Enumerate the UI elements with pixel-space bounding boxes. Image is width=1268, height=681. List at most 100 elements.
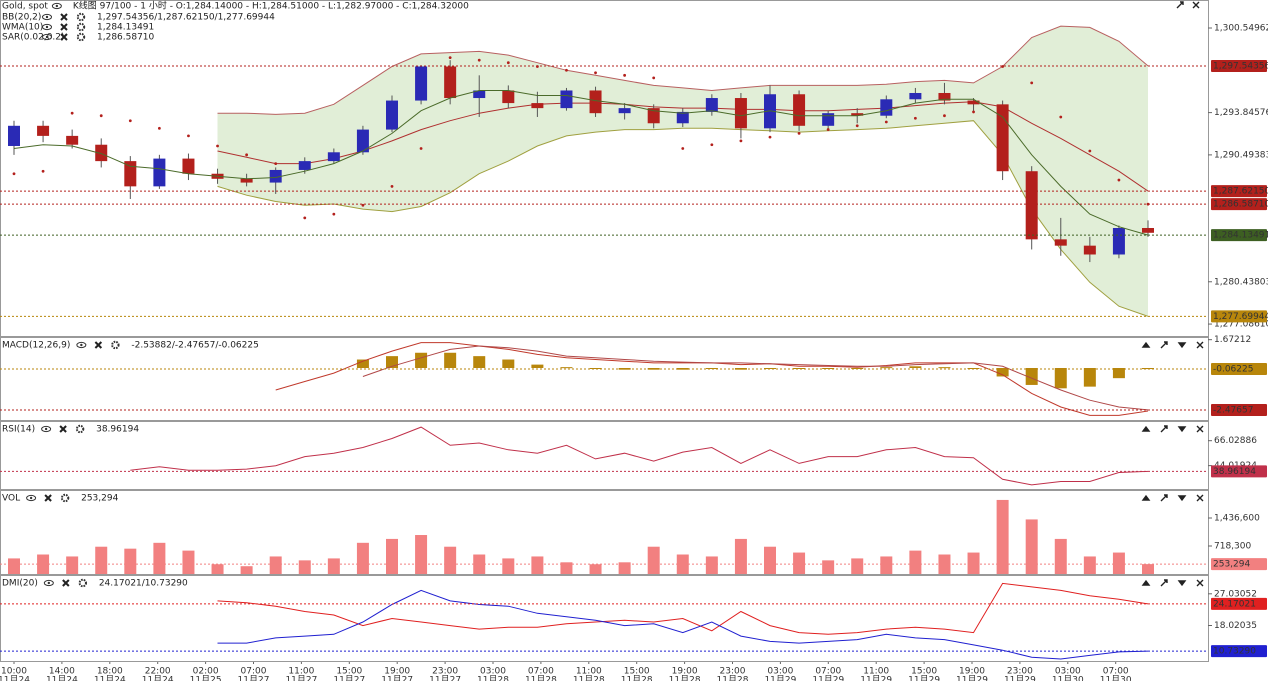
macd-histogram-bar — [415, 352, 428, 368]
window-button[interactable] — [1176, 1, 1184, 9]
volume-bar — [356, 542, 369, 574]
candle-body — [124, 161, 137, 187]
y-tick-label: 1,290.49383 — [1214, 150, 1268, 160]
macd-histogram-bar — [1025, 367, 1038, 385]
y-tick-label: 27.03052 — [1214, 589, 1257, 599]
price-tag-label: 253,294 — [1213, 560, 1250, 570]
price-tag — [1211, 59, 1267, 72]
remove-icon[interactable] — [44, 494, 52, 502]
volume-bar — [589, 564, 602, 574]
price-tag-label: 1,277.69944 — [1213, 312, 1268, 322]
panel-button[interactable] — [1160, 341, 1168, 349]
candle-body — [589, 90, 602, 114]
sar-dot — [70, 111, 74, 115]
panel-button[interactable] — [1196, 425, 1204, 433]
window-button[interactable] — [1192, 1, 1200, 9]
panel-button[interactable] — [1141, 341, 1151, 348]
volume-bar — [1112, 552, 1125, 574]
indicator-name: SAR(0.02,0.2) — [2, 33, 65, 43]
eye-pupil — [45, 35, 49, 39]
settings-icon[interactable] — [76, 32, 86, 42]
panel-button[interactable] — [1196, 494, 1204, 502]
candle-body — [764, 94, 776, 129]
eye-icon[interactable] — [26, 494, 37, 502]
candle-body — [298, 161, 311, 170]
x-date-label: 11月30 — [1100, 675, 1132, 681]
volume-bar — [531, 556, 544, 574]
volume-bar — [95, 546, 108, 574]
indicator-value: 38.96194 — [96, 425, 139, 435]
indicator-value: -2.53882/-2.47657/-0.06225 — [131, 341, 258, 351]
macd-histogram-bar — [473, 356, 486, 368]
remove-icon[interactable] — [60, 23, 68, 31]
panel-button[interactable] — [1177, 580, 1187, 587]
volume-bar — [618, 562, 631, 574]
x-date-label: 11月27 — [285, 675, 317, 681]
candle-body — [415, 66, 428, 101]
candle-body — [1112, 227, 1125, 255]
x-date-label: 11月25 — [190, 675, 222, 681]
panel-button[interactable] — [1177, 426, 1187, 433]
remove-icon[interactable] — [94, 341, 103, 349]
panel-button[interactable] — [1160, 425, 1168, 433]
eye-icon[interactable] — [76, 341, 87, 349]
settings-icon[interactable] — [75, 424, 85, 434]
panel-button[interactable] — [1160, 494, 1168, 502]
settings-icon[interactable] — [76, 12, 86, 22]
x-tick-label: 11:00 — [576, 667, 602, 677]
x-date-label: 11月28 — [477, 675, 509, 681]
settings-icon[interactable] — [76, 22, 86, 32]
remove-icon[interactable] — [60, 13, 68, 21]
settings-icon[interactable] — [78, 578, 88, 588]
volume-bar — [473, 554, 486, 574]
panel-button[interactable] — [1177, 342, 1187, 349]
sar-dot — [448, 56, 452, 60]
eye-icon[interactable] — [41, 425, 52, 433]
panel-button[interactable] — [1141, 494, 1151, 501]
sar-dot — [681, 147, 685, 150]
panel-frame — [0, 575, 1209, 662]
y-tick-label: 66.02886 — [1214, 436, 1257, 446]
x-tick-label: 11:00 — [863, 667, 889, 677]
panel-button[interactable] — [1196, 579, 1204, 587]
remove-icon[interactable] — [60, 33, 68, 41]
eye-icon[interactable] — [43, 579, 54, 587]
panel-button[interactable] — [1141, 579, 1151, 586]
settings-icon[interactable] — [60, 493, 70, 503]
panel-button[interactable] — [1160, 579, 1168, 587]
x-tick-label: 22:00 — [145, 667, 171, 677]
indicator-value: 1,286.58710 — [97, 33, 155, 43]
price-tag — [1211, 558, 1267, 571]
candle-body — [95, 144, 108, 162]
sar-dot — [157, 126, 161, 130]
panel-button[interactable] — [1196, 341, 1204, 349]
price-tag-label: -2.47657 — [1213, 405, 1253, 415]
remove-icon[interactable] — [62, 579, 70, 587]
candle-body — [531, 103, 544, 109]
x-date-label: 11月28 — [669, 675, 701, 681]
volume-bar — [124, 548, 137, 574]
x-date-label: 11月29 — [860, 675, 892, 681]
x-date-label: 11月29 — [908, 675, 940, 681]
eye-icon[interactable] — [42, 23, 52, 31]
settings-icon[interactable] — [111, 340, 120, 350]
x-tick-label: 15:00 — [336, 667, 362, 677]
eye-icon[interactable] — [42, 33, 52, 41]
price-tag-label: 1,297.54356 — [1213, 61, 1268, 71]
price-tag-label: 24.17021 — [1213, 599, 1256, 609]
sar-dot — [652, 76, 656, 80]
panel-button[interactable] — [1177, 495, 1187, 502]
y-tick-label: 1,293.84576 — [1214, 108, 1268, 118]
eye-icon[interactable] — [42, 13, 52, 21]
macd-histogram-bar — [880, 367, 893, 369]
panel-button[interactable] — [1141, 425, 1151, 432]
macd-histogram-bar — [1142, 367, 1154, 370]
eye-icon[interactable] — [51, 2, 62, 10]
volume-bar — [1083, 556, 1096, 574]
indicator-value: 253,294 — [81, 494, 118, 504]
sar-dot — [623, 73, 627, 77]
price-tag-label: 38.96194 — [1213, 467, 1256, 477]
price-tag-label: -0.06225 — [1213, 365, 1253, 375]
volume-bar — [734, 538, 747, 574]
remove-icon[interactable] — [59, 425, 67, 433]
